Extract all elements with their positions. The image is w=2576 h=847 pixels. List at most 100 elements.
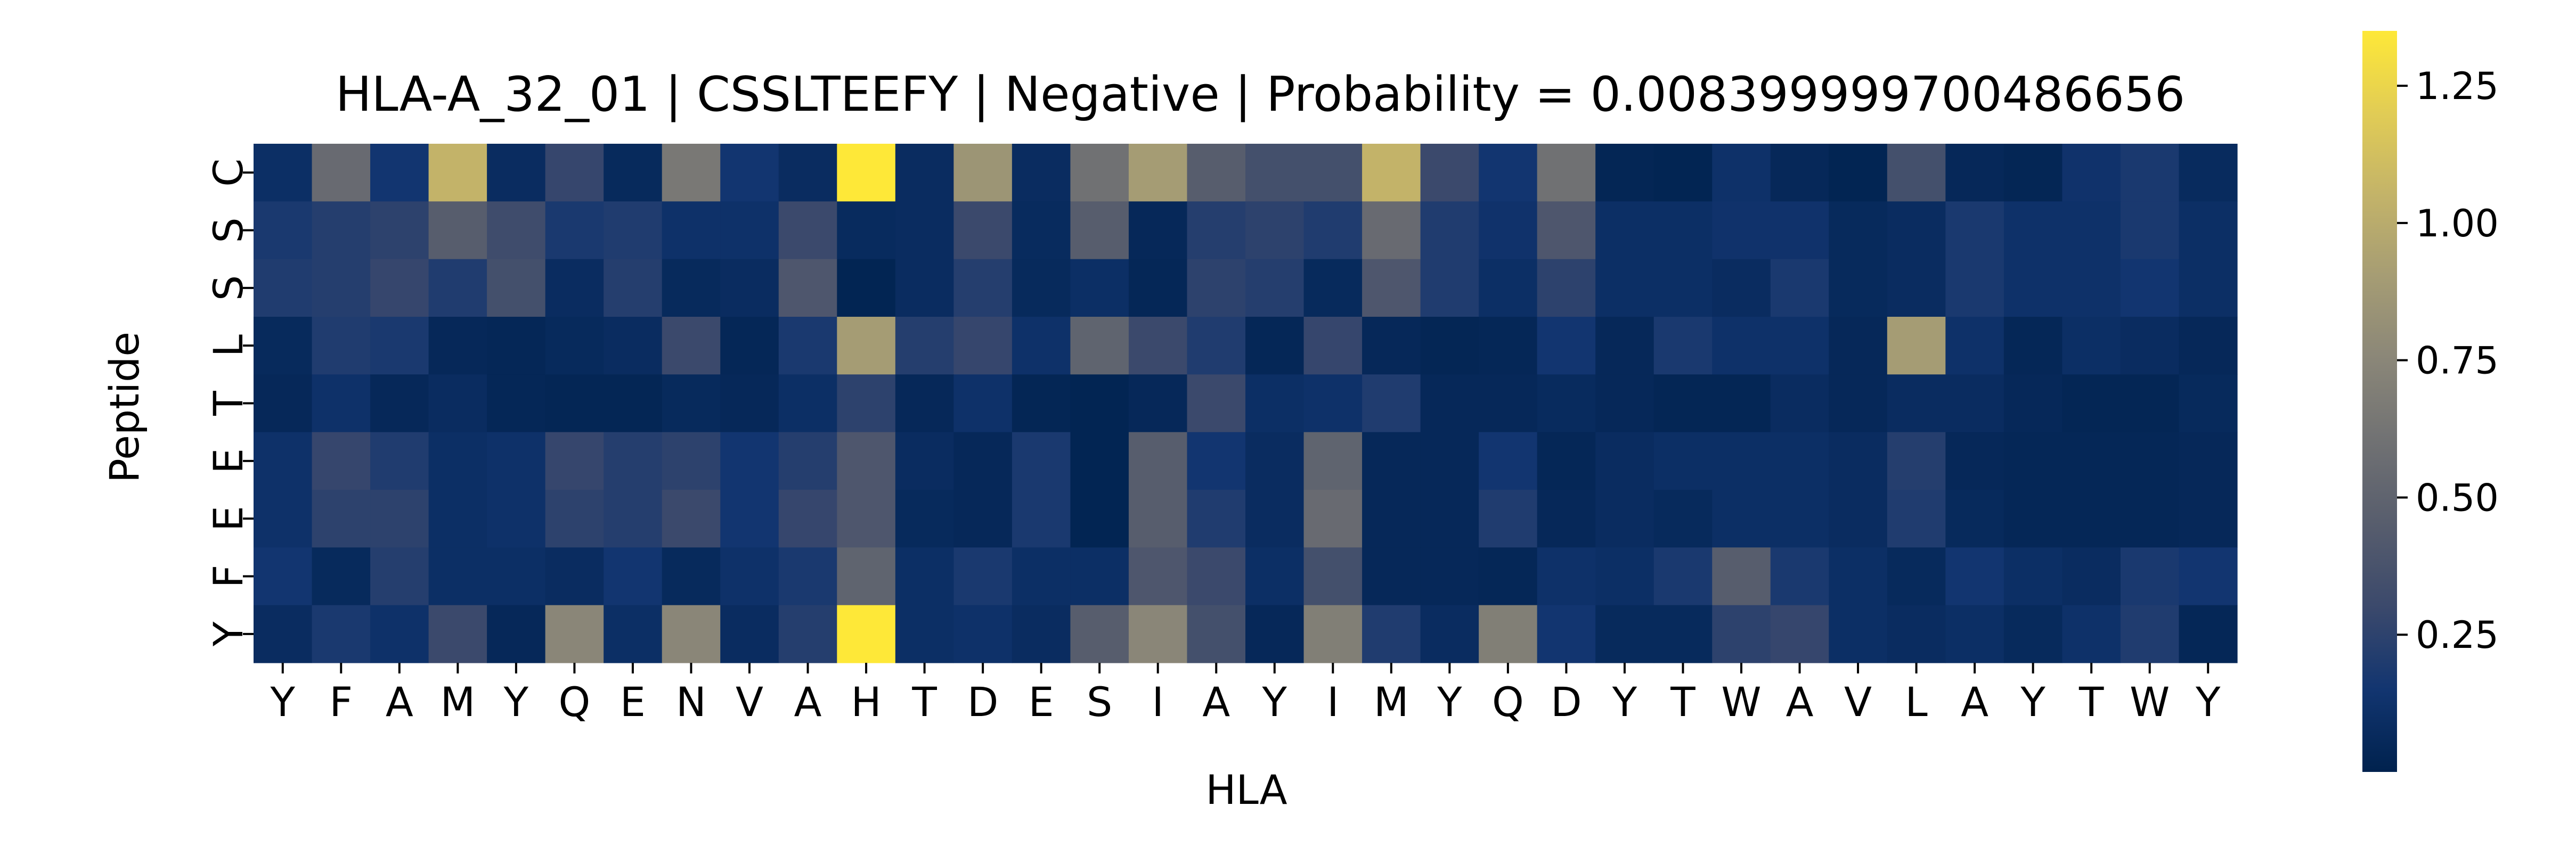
- x-tick-label: E: [620, 678, 646, 726]
- heatmap-cell: [1187, 374, 1246, 433]
- heatmap-cell: [1245, 259, 1305, 317]
- heatmap-cell: [837, 432, 896, 490]
- heatmap-cell: [1945, 490, 2004, 548]
- heatmap-cell: [2120, 605, 2180, 663]
- heatmap-cell: [604, 317, 663, 375]
- heatmap-cell: [545, 432, 604, 490]
- heatmap-cell: [778, 490, 837, 548]
- heatmap-cell: [1537, 605, 1596, 663]
- heatmap-cell: [778, 317, 837, 375]
- heatmap-cell: [953, 259, 1013, 317]
- heatmap-cell: [545, 547, 604, 606]
- heatmap-cell: [1945, 317, 2004, 375]
- heatmap-cell: [312, 144, 371, 202]
- x-tick-label: M: [441, 678, 476, 726]
- heatmap-cell: [720, 144, 779, 202]
- heatmap-cell: [1479, 605, 1538, 663]
- heatmap-cell: [1537, 432, 1596, 490]
- heatmap-cell: [1595, 432, 1654, 490]
- heatmap-cell: [1887, 374, 1946, 433]
- x-axis-title: HLA: [1205, 766, 1287, 813]
- x-tick-label: W: [2130, 678, 2170, 726]
- heatmap-cell: [1362, 144, 1421, 202]
- heatmap-cell: [1479, 259, 1538, 317]
- x-tick-label: E: [1029, 678, 1054, 726]
- colorbar-tick-label: 0.25: [2416, 613, 2499, 657]
- heatmap-cell: [2179, 201, 2238, 260]
- x-tick-label: N: [676, 678, 706, 726]
- heatmap-cell: [487, 605, 546, 663]
- heatmap-cell: [1187, 490, 1246, 548]
- heatmap-cell: [1712, 317, 1771, 375]
- heatmap-cell: [1303, 201, 1363, 260]
- heatmap-cell: [1187, 259, 1246, 317]
- heatmap-cell: [1887, 490, 1946, 548]
- heatmap-cell: [1537, 374, 1596, 433]
- heatmap-cell: [720, 317, 779, 375]
- heatmap-cell: [895, 490, 954, 548]
- x-tick-label: Y: [270, 678, 296, 726]
- x-tick-label: F: [329, 678, 353, 726]
- heatmap-cell: [545, 374, 604, 433]
- heatmap-cell: [2179, 374, 2238, 433]
- heatmap-cell: [1770, 547, 1829, 606]
- heatmap-cell: [1128, 547, 1188, 606]
- heatmap-cell: [428, 144, 487, 202]
- heatmap-cell: [1712, 259, 1771, 317]
- heatmap-cell: [837, 490, 896, 548]
- heatmap-cell: [895, 374, 954, 433]
- heatmap-cell: [1362, 490, 1421, 548]
- heatmap-cell: [953, 432, 1013, 490]
- heatmap-cell: [2062, 605, 2121, 663]
- colorbar-tick-label: 1.25: [2416, 64, 2499, 108]
- heatmap-cell: [953, 547, 1013, 606]
- heatmap-cell: [254, 374, 313, 433]
- heatmap-cell: [1595, 490, 1654, 548]
- heatmap-cell: [1537, 547, 1596, 606]
- heatmap-cell: [370, 201, 429, 260]
- heatmap-cell: [312, 374, 371, 433]
- heatmap-cell: [720, 374, 779, 433]
- heatmap-cell: [1595, 201, 1654, 260]
- x-tick-label: I: [1152, 678, 1163, 726]
- heatmap-cell: [953, 490, 1013, 548]
- heatmap-cells: [254, 144, 2238, 663]
- heatmap-cell: [1770, 432, 1829, 490]
- heatmap-cell: [1887, 201, 1946, 260]
- heatmap-cell: [1187, 317, 1246, 375]
- colorbar-tick-label: 1.00: [2416, 202, 2499, 245]
- y-tick-label: S: [205, 275, 252, 301]
- heatmap-cell: [1303, 605, 1363, 663]
- x-tick-label: H: [851, 678, 881, 726]
- heatmap-cell: [662, 317, 721, 375]
- heatmap-cell: [720, 201, 779, 260]
- heatmap-cell: [720, 432, 779, 490]
- heatmap-cell: [2062, 547, 2121, 606]
- heatmap-cell: [2003, 259, 2063, 317]
- heatmap-cell: [1362, 259, 1421, 317]
- heatmap-cell: [837, 317, 896, 375]
- heatmap-cell: [1070, 317, 1129, 375]
- heatmap-cell: [662, 374, 721, 433]
- heatmap-cell: [1653, 144, 1713, 202]
- x-tick-label: D: [967, 678, 999, 726]
- heatmap-cell: [312, 201, 371, 260]
- heatmap-cell: [1712, 374, 1771, 433]
- heatmap-cell: [1712, 605, 1771, 663]
- heatmap-cell: [1420, 547, 1479, 606]
- heatmap-cell: [370, 605, 429, 663]
- heatmap-cell: [1595, 317, 1654, 375]
- x-tick-label: Y: [2020, 678, 2045, 726]
- heatmap-cell: [1770, 490, 1829, 548]
- heatmap-cell: [2179, 259, 2238, 317]
- heatmap-cell: [370, 144, 429, 202]
- heatmap-cell: [662, 201, 721, 260]
- heatmap-cell: [1128, 605, 1188, 663]
- heatmap-cell: [1945, 605, 2004, 663]
- heatmap-cell: [1012, 317, 1071, 375]
- heatmap-cell: [662, 259, 721, 317]
- x-tick-label: A: [1961, 678, 1988, 726]
- heatmap-cell: [312, 259, 371, 317]
- heatmap-cell: [1537, 144, 1596, 202]
